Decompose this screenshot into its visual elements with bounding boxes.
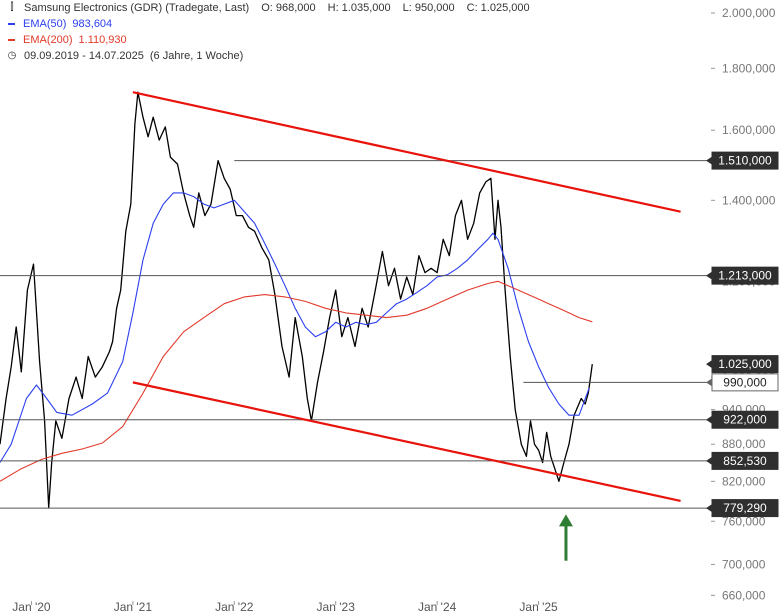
- y-tick-label: 700,000: [722, 557, 766, 571]
- series-layer: [0, 91, 593, 509]
- x-tick-label: Jan '23: [317, 600, 356, 613]
- y-tick-label: 1.800,000: [722, 61, 776, 75]
- upper-trendline: [132, 91, 681, 213]
- ema200-line: [0, 280, 593, 482]
- level-value-label: 1.213,000: [718, 269, 772, 283]
- level-value-label: 1.510,000: [718, 154, 772, 168]
- candlestick-icon: ⫿: [10, 2, 14, 13]
- period-label: (6 Jahre, 1 Woche): [149, 50, 244, 62]
- legend-ema200-row: EMA(200) 1.110,930: [6, 32, 530, 48]
- levels-layer: [0, 160, 711, 509]
- chart-legend: ⫿ Samsung Electronics (GDR) (Tradegate, …: [6, 0, 530, 64]
- level-pointer: [706, 378, 712, 387]
- chart-title: Samsung Electronics (GDR) (Tradegate, La…: [24, 2, 250, 14]
- ema50-line: [0, 192, 590, 463]
- level-pointer: [706, 156, 712, 165]
- level-value-label: 779,290: [723, 501, 767, 515]
- ema50-swatch: [8, 23, 15, 25]
- x-tick-label: Jan '24: [418, 600, 457, 613]
- level-pointer: [706, 415, 712, 424]
- ema200-name: EMA(200): [23, 34, 73, 46]
- ema50-name: EMA(50): [23, 18, 67, 30]
- price-line: [0, 91, 593, 509]
- legend-period-row: ◷ 09.09.2019 - 14.07.2025 (6 Jahre, 1 Wo…: [6, 48, 530, 64]
- annotation-layer: [558, 514, 573, 561]
- arrow-up-icon: [558, 514, 573, 527]
- ohlc-low: L: 950,000: [402, 2, 455, 14]
- x-axis: Jan '20 Jan '21 Jan '22 Jan '23 Jan '24 Jan '…: [12, 600, 558, 613]
- level-value-label: 990,000: [723, 375, 767, 389]
- y-tick-label: 820,000: [722, 474, 766, 488]
- x-tick-label: Jan '22: [215, 600, 254, 613]
- lower-trendline: [132, 381, 681, 502]
- ohlc-open: O: 968,000: [261, 2, 316, 14]
- y-tick-label: 660,000: [722, 588, 766, 602]
- level-value-label: 852,530: [723, 454, 767, 468]
- y-axis: 2.000,0001.800,0001.600,0001.400,0001.20…: [706, 6, 779, 602]
- x-tick-label: Jan '25: [519, 600, 558, 613]
- ohlc-close: C: 1.025,000: [466, 2, 530, 14]
- y-tick-label: 2.000,000: [722, 6, 776, 20]
- ema200-value: 1.110,930: [78, 34, 127, 46]
- ema50-value: 983,604: [72, 18, 113, 30]
- x-tick-label: Jan '20: [12, 600, 51, 613]
- x-tick-label: Jan '21: [114, 600, 153, 613]
- legend-title-row: ⫿ Samsung Electronics (GDR) (Tradegate, …: [6, 0, 530, 16]
- ema200-swatch: [8, 39, 15, 41]
- trendline-layer: [132, 91, 681, 502]
- level-value-label: 922,000: [723, 413, 767, 427]
- level-pointer: [706, 360, 712, 369]
- level-pointer: [706, 456, 712, 465]
- level-pointer: [706, 271, 712, 280]
- date-range: 09.09.2019 - 14.07.2025: [24, 50, 144, 62]
- level-pointer: [706, 504, 712, 513]
- clock-icon: ◷: [7, 50, 17, 61]
- y-tick-label: 1.400,000: [722, 193, 776, 207]
- level-value-label: 1.025,000: [718, 357, 772, 371]
- ohlc-high: H: 1.035,000: [327, 2, 391, 14]
- legend-ema50-row: EMA(50) 983,604: [6, 16, 530, 32]
- y-tick-label: 760,000: [722, 514, 766, 528]
- y-tick-label: 880,000: [722, 437, 766, 451]
- y-tick-label: 1.600,000: [722, 123, 776, 137]
